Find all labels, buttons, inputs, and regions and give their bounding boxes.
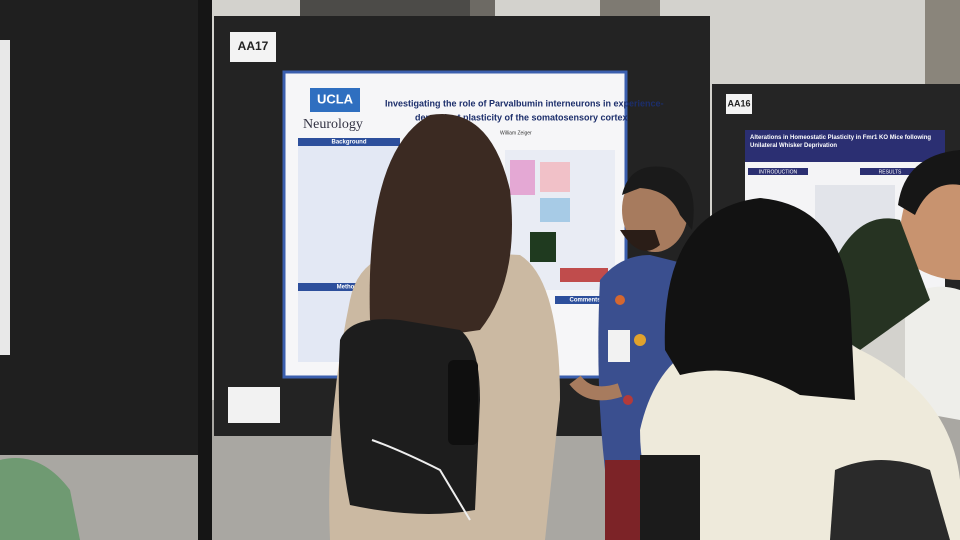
figure <box>540 198 570 222</box>
figure <box>510 160 535 195</box>
beard <box>620 230 660 251</box>
board-post <box>198 0 212 540</box>
name-badge <box>608 330 630 362</box>
section-title: RESULTS <box>879 169 902 175</box>
section-header <box>860 168 920 175</box>
shirt-pattern <box>615 295 625 305</box>
poster-board <box>0 0 210 455</box>
poster-title: Investigating the role of Parvalbumin in… <box>385 98 664 108</box>
poster-edge <box>0 40 10 355</box>
person-hair <box>898 150 960 215</box>
person-jacket <box>830 218 930 350</box>
section-header <box>298 138 400 146</box>
person-sleeve <box>640 455 700 540</box>
poster-authors: William Zeiger <box>500 130 532 136</box>
person-hair <box>622 166 694 230</box>
person-hair <box>369 113 512 341</box>
board-label: AA16 <box>727 98 750 108</box>
section-title: Comments <box>569 298 601 304</box>
bag <box>830 460 950 540</box>
person-jacket <box>0 458 80 540</box>
figure <box>560 268 608 282</box>
section-title: INTRODUCTION <box>759 169 798 175</box>
person-shirt <box>905 286 960 420</box>
note-card <box>228 387 280 423</box>
shirt-pattern <box>623 395 633 405</box>
poster-title: Alterations in Homeostatic Plasticity in… <box>750 135 932 149</box>
shirt-pattern <box>634 334 646 346</box>
section-title: Background <box>331 140 366 146</box>
water-bottle <box>448 360 478 445</box>
backpack <box>338 319 480 514</box>
poster-title-box: Alterations in Homeostatic Plasticity in… <box>750 135 932 149</box>
figure <box>530 232 556 262</box>
section-header <box>555 296 615 304</box>
poster-title: dependent plasticity of the somatosensor… <box>415 112 628 122</box>
board-label: AA17 <box>238 39 269 53</box>
person-hair <box>664 198 855 400</box>
person-arm <box>569 375 623 401</box>
poster-logo: UCLA <box>317 91 354 106</box>
poster-header <box>745 130 945 162</box>
logo-box <box>310 88 360 112</box>
section-header <box>748 168 808 175</box>
figure <box>540 162 570 192</box>
board-label-card <box>230 32 276 62</box>
poster-department: Neurology <box>303 117 363 132</box>
section-title: Methods <box>337 285 362 291</box>
board-label-card <box>726 94 752 114</box>
cable <box>371 439 471 521</box>
section-header <box>298 283 400 291</box>
